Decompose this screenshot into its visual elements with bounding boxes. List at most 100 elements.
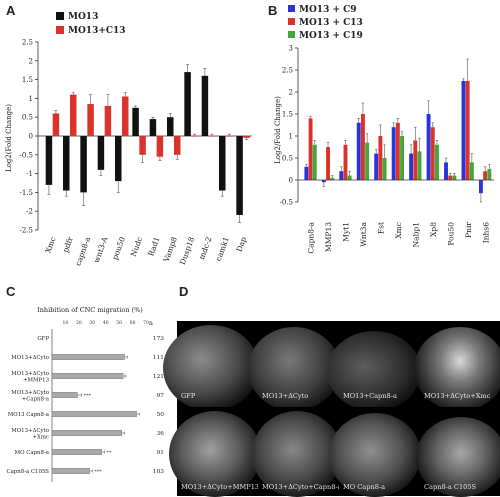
chart-b-bar bbox=[343, 144, 348, 180]
chart-a-ytick-label: 1.5 bbox=[22, 76, 33, 84]
chart-c-row-label: +Capn8-a bbox=[22, 396, 50, 402]
chart-c-row-label: MO13+ΔCyto bbox=[11, 428, 49, 434]
micrograph-label-mo13-dcyto-capn8a: MO13+ΔCyto+Capn8-a bbox=[262, 483, 342, 491]
chart-b-ytick-label: 1.5 bbox=[282, 111, 293, 119]
chart-b-bar bbox=[304, 166, 309, 180]
chart-b-category-label: Nabp1 bbox=[411, 222, 420, 247]
chart-b-ylabel: Log2/Fold Change) bbox=[274, 96, 282, 164]
chart-c-bar bbox=[51, 449, 102, 455]
chart-a-category-label: Xmc bbox=[43, 236, 57, 255]
chart-a-bar bbox=[236, 136, 243, 215]
chart-c-bar bbox=[51, 354, 125, 360]
chart-b-bar bbox=[321, 180, 326, 183]
chart-c-row-label: +MMP13 bbox=[23, 377, 50, 383]
chart-a-bar bbox=[63, 136, 70, 191]
micrograph-mo13-dcyto: MO13+ΔCyto bbox=[248, 321, 340, 411]
chart-b-bar bbox=[391, 127, 396, 180]
chart-a-ytick-label: 1 bbox=[29, 95, 33, 103]
chart-c-xtick-label: 70 bbox=[143, 320, 149, 326]
chart-a-bar bbox=[208, 136, 216, 137]
chart-b-category-label: Inhs6 bbox=[481, 222, 490, 243]
chart-a-bar bbox=[104, 105, 112, 136]
chart-c: Inhibition of CNC migration (%) n 10 20 30… bbox=[6, 306, 165, 482]
chart-a-category-label: Rad1 bbox=[146, 236, 161, 258]
chart-b-bar bbox=[400, 136, 404, 180]
legend-label-c19: MO13 + C19 bbox=[299, 31, 363, 41]
chart-b-bar bbox=[413, 140, 418, 180]
chart-c-significance: *** bbox=[84, 393, 92, 399]
chart-b-bar bbox=[365, 142, 370, 180]
chart-b-category-label: Pnir bbox=[464, 222, 473, 238]
chart-b-ytick-label: 0 bbox=[289, 177, 293, 185]
chart-c-xtick-label: 30 bbox=[89, 320, 95, 326]
chart-c-significance: ** bbox=[106, 450, 112, 456]
chart-a-ytick-label: 2 bbox=[29, 57, 33, 65]
chart-c-n-value: 91 bbox=[157, 450, 164, 456]
chart-a-bar bbox=[52, 113, 60, 136]
chart-a-category-label: pdfr bbox=[61, 235, 75, 253]
chart-b-bar bbox=[435, 144, 439, 180]
micrograph-label-capn8a-c105s: Capn8-a C105S bbox=[424, 483, 477, 491]
panel-letter-d: D bbox=[179, 284, 189, 299]
chart-c-title: Inhibition of CNC migration (%) bbox=[37, 306, 143, 314]
chart-c-row-label: MO13+ΔCyto bbox=[11, 355, 49, 361]
chart-b-bar bbox=[461, 81, 466, 180]
chart-b-bar bbox=[378, 136, 383, 180]
chart-c-n-value: 121 bbox=[153, 374, 164, 380]
chart-c-row-label: MO13+ΔCyto bbox=[11, 390, 49, 396]
chart-a-bar bbox=[122, 96, 129, 136]
legend-label-mo13-c13: MO13+C13 bbox=[68, 26, 126, 36]
chart-c-bar bbox=[51, 411, 137, 417]
chart-a-category-label: Nudc bbox=[129, 236, 144, 258]
chart-c-bar bbox=[51, 392, 78, 398]
chart-b-ytick-label: 3 bbox=[289, 45, 293, 53]
chart-a-bar bbox=[156, 136, 164, 157]
chart-b-bar bbox=[448, 175, 453, 180]
chart-c-n-value: 97 bbox=[157, 393, 165, 399]
chart-a-ytick-label: -2 bbox=[26, 208, 33, 216]
micrograph-mo13-dcyto-xmc: MO13+ΔCyto+Xmc bbox=[414, 321, 500, 411]
micrograph-label-gfp: GFP bbox=[181, 392, 196, 400]
chart-a-legend: MO13 MO13+C13 bbox=[56, 12, 126, 36]
chart-a-ytick-label: -0.5 bbox=[20, 151, 34, 159]
chart-a-category-label: camk1 bbox=[214, 236, 231, 263]
chart-a-ylabel: Log2(Fold Change) bbox=[5, 104, 13, 172]
chart-b-bar bbox=[417, 151, 422, 180]
micrograph-label-mo13-capn8a: MO13+Capn8-a bbox=[343, 392, 397, 400]
chart-b-legend: MO13 + C9 MO13 + C13 MO13 + C19 bbox=[288, 5, 363, 41]
chart-b-category-label: Myt1 bbox=[342, 222, 351, 242]
chart-c-n-value: 36 bbox=[157, 431, 165, 437]
chart-b-bar bbox=[330, 177, 335, 180]
chart-a-bar bbox=[115, 136, 122, 182]
chart-a-bar bbox=[139, 136, 146, 155]
chart-b-bar bbox=[444, 162, 448, 180]
chart-c-bar bbox=[51, 373, 124, 379]
chart-a-bar bbox=[80, 136, 87, 193]
chart-c-n-value: 50 bbox=[157, 412, 165, 418]
chart-a-category-label: Vamp8 bbox=[161, 235, 179, 264]
chart-b-ytick-label: 2 bbox=[289, 89, 293, 97]
chart-a-bar bbox=[70, 94, 77, 136]
chart-b-bar bbox=[374, 153, 379, 180]
chart-b-ytick-label: 0.5 bbox=[282, 155, 293, 163]
legend-swatch-mo13 bbox=[56, 12, 64, 20]
legend-swatch-c9 bbox=[288, 5, 295, 12]
chart-a-ytick-label: 0 bbox=[29, 133, 33, 141]
chart-c-xtick-label: 10 bbox=[63, 320, 69, 326]
chart-b-bar bbox=[312, 144, 317, 180]
legend-swatch-mo13-c13 bbox=[56, 26, 64, 34]
panel-letter-b: B bbox=[268, 3, 278, 18]
chart-b-category-label: Xp8 bbox=[429, 222, 438, 237]
chart-a-ytick-label: -1 bbox=[26, 170, 33, 178]
chart-c-row-label: MO13+ΔCyto bbox=[11, 371, 49, 377]
chart-b: 3 2.5 2 1.5 1 0.5 0 -0.5 Capn8-a MMP13 Myt1 Wnt3a F… bbox=[274, 5, 494, 254]
chart-a-ytick-label: -1.5 bbox=[20, 189, 34, 197]
chart-b-category-label: Fst bbox=[377, 222, 386, 234]
chart-a-bar bbox=[226, 136, 233, 137]
micrograph-label-mo13-dcyto: MO13+ΔCyto bbox=[262, 392, 309, 400]
panel-letter-a: A bbox=[6, 3, 16, 18]
chart-b-bar bbox=[487, 169, 492, 180]
chart-a-bar bbox=[45, 136, 53, 185]
chart-a-ytick-label: 0.5 bbox=[22, 114, 33, 122]
chart-a-ytick-label: -2.5 bbox=[20, 227, 34, 235]
